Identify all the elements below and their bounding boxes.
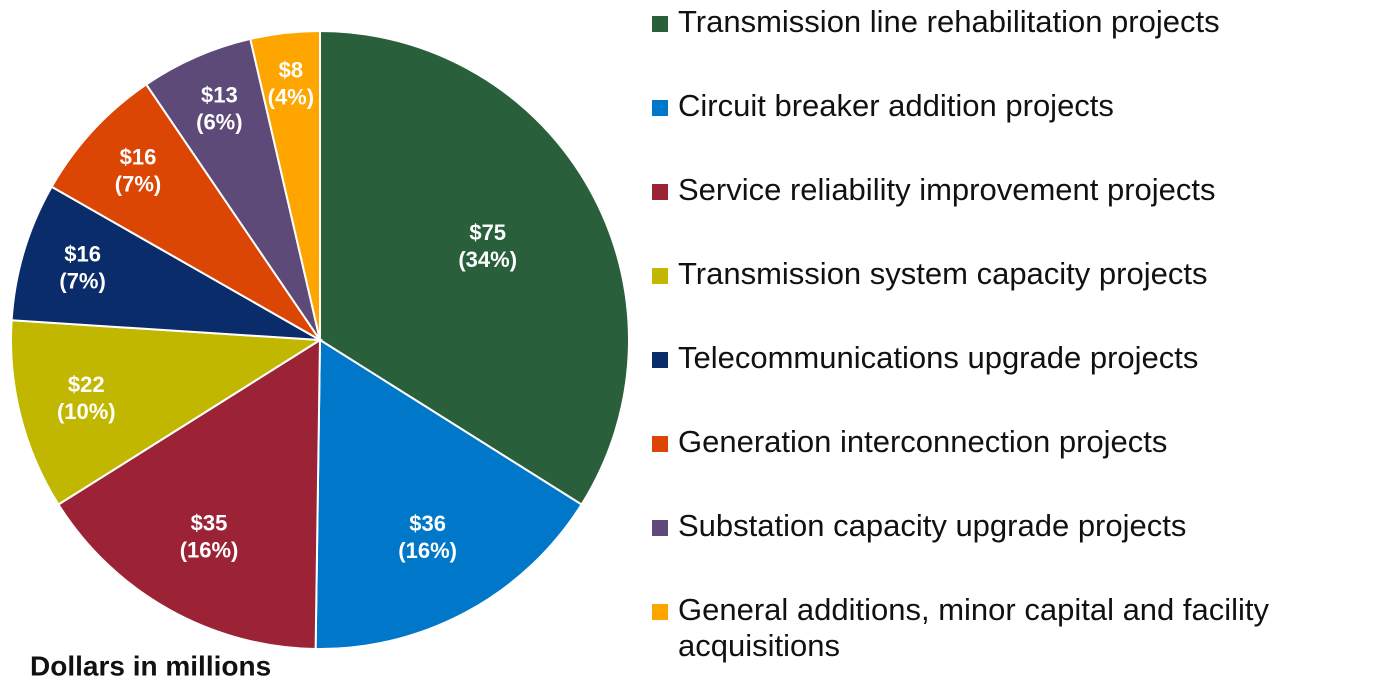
pie-slice: [57, 338, 322, 650]
legend-swatch: [652, 436, 668, 452]
legend-swatch: [652, 268, 668, 284]
data-label: $8: [279, 58, 303, 83]
data-label-percent: (34%): [458, 247, 517, 272]
data-label: $16: [120, 145, 157, 170]
data-label-percent: (16%): [398, 538, 457, 563]
data-label-percent: (6%): [196, 110, 242, 135]
legend-swatch: [652, 604, 668, 620]
chart: Dollars in millions $75(34%)$36(16%)$35(…: [10, 29, 630, 678]
legend-swatch: [652, 16, 668, 32]
legend: Transmission line rehabilitation project…: [652, 4, 1372, 676]
data-label: $22: [68, 372, 105, 397]
pie-slice: [314, 338, 583, 650]
data-label-percent: (16%): [180, 537, 239, 562]
legend-item: General additions, minor capital and fac…: [652, 592, 1372, 676]
data-label-percent: (7%): [59, 269, 105, 294]
legend-label: Circuit breaker addition projects: [678, 88, 1114, 123]
legend-item: Generation interconnection projects: [652, 424, 1372, 508]
data-label-percent: (7%): [115, 172, 161, 197]
legend-label: Generation interconnection projects: [678, 424, 1168, 459]
legend-label: Substation capacity upgrade projects: [678, 508, 1187, 543]
legend-item: Transmission system capacity projects: [652, 256, 1372, 340]
data-label: $75: [469, 220, 506, 245]
legend-swatch: [652, 100, 668, 116]
legend-item: Telecommunications upgrade projects: [652, 340, 1372, 424]
legend-item: Circuit breaker addition projects: [652, 88, 1372, 172]
data-label: $35: [191, 510, 228, 535]
pie-slice: [10, 185, 321, 341]
pie-slice: [10, 319, 324, 506]
legend-label: Transmission line rehabilitation project…: [678, 4, 1220, 39]
legend-label: General additions, minor capital and fac…: [678, 592, 1270, 663]
note: Dollars in millions: [30, 650, 271, 678]
legend-item: Service reliability improvement projects: [652, 172, 1372, 256]
data-label-percent: (10%): [57, 399, 116, 424]
legend-item: Substation capacity upgrade projects: [652, 508, 1372, 592]
legend-label: Service reliability improvement projects: [678, 172, 1216, 207]
legend-item: Transmission line rehabilitation project…: [652, 4, 1372, 88]
data-label: $36: [409, 511, 446, 536]
pie-slice: [50, 83, 321, 341]
legend-swatch: [652, 520, 668, 536]
legend-swatch: [652, 352, 668, 368]
legend-label: Telecommunications upgrade projects: [678, 340, 1199, 375]
data-label: $13: [201, 83, 238, 108]
pie-slice: [319, 29, 630, 506]
data-label-percent: (4%): [268, 85, 314, 110]
legend-label: Transmission system capacity projects: [678, 256, 1208, 291]
pie-slice: [249, 29, 321, 341]
data-label: $16: [64, 242, 101, 267]
legend-swatch: [652, 184, 668, 200]
